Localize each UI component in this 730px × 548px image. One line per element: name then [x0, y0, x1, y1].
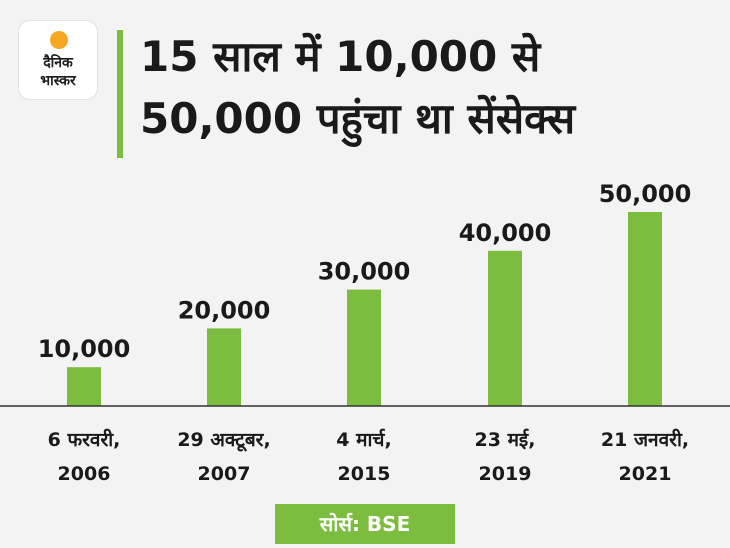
bar-4	[488, 250, 522, 406]
data-label-3: 30,000	[318, 258, 411, 286]
x-tick-label-2-line2: 2007	[198, 463, 251, 485]
bar-1	[67, 367, 101, 406]
x-tick-label-4-line2: 2019	[479, 463, 532, 485]
x-tick-label-1-line2: 2006	[58, 463, 111, 485]
x-tick-label-2-line1: 29 अक्टूबर,	[177, 429, 270, 452]
data-label-1: 10,000	[38, 335, 131, 363]
x-tick-label-5-line1: 21 जनवरी,	[601, 428, 689, 451]
bar-3	[347, 289, 381, 406]
x-tick-label-5-line2: 2021	[619, 463, 672, 485]
data-label-5: 50,000	[599, 180, 692, 208]
brand-logo: दैनिक भास्कर	[18, 20, 98, 100]
x-tick-label-1-line1: 6 फरवरी,	[48, 428, 121, 451]
x-tick-label-3-line2: 2015	[338, 463, 391, 485]
bar-2	[207, 328, 241, 406]
sun-icon	[50, 31, 68, 49]
chart-title-line2: 50,000 पहुंचा था सेंसेक्स	[140, 94, 576, 143]
bar-5	[628, 212, 662, 406]
x-tick-label-4-line1: 23 मई,	[475, 428, 536, 451]
data-label-4: 40,000	[459, 219, 552, 247]
chart-title-line1: 15 साल में 10,000 से	[140, 32, 541, 81]
data-label-2: 20,000	[178, 296, 271, 324]
x-tick-label-3-line1: 4 मार्च,	[336, 428, 391, 451]
logo-text-line1: दैनिक	[43, 55, 73, 71]
title-accent-bar	[117, 30, 123, 158]
logo-text-line2: भास्कर	[40, 73, 76, 89]
chart-title: 15 साल में 10,000 से 50,000 पहुंचा था से…	[140, 26, 575, 150]
source-badge: सोर्स: BSE	[275, 504, 455, 544]
